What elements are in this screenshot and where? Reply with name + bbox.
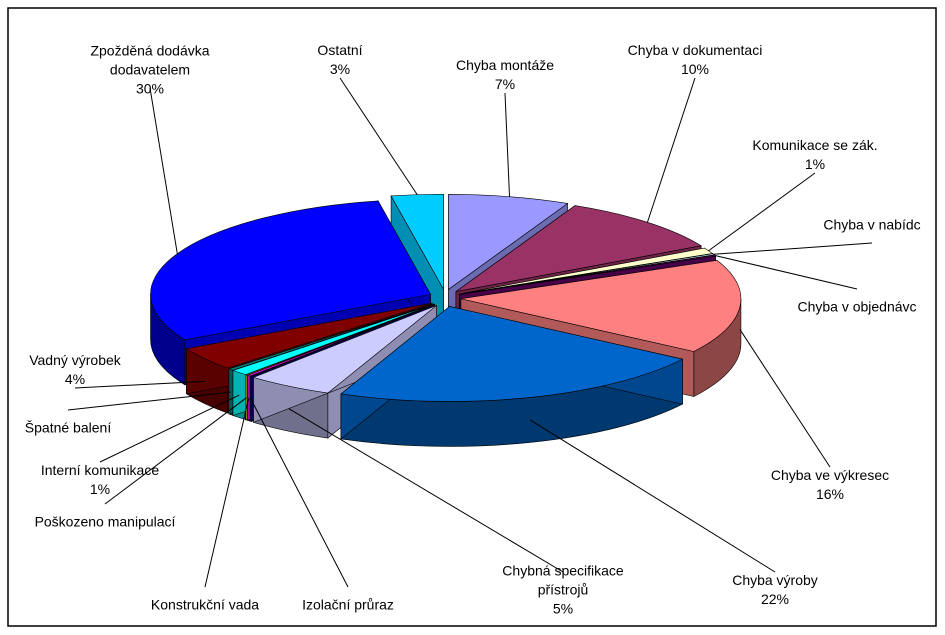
data-label: Zpožděná dodávka dodavatelem 30% (65, 42, 235, 99)
data-label: Chyba ve výkresec 16% (771, 466, 889, 504)
slice (340, 306, 684, 402)
leader-line (708, 172, 816, 252)
slice (185, 302, 433, 369)
leader-line (250, 398, 349, 588)
value-label: 10% (680, 61, 710, 77)
leader-line (74, 380, 206, 389)
category-label: Konstrukční vada (150, 596, 260, 613)
leader-line (204, 398, 250, 588)
leader-line (646, 77, 696, 223)
slice (455, 205, 702, 292)
category-label: Interní komunikace (40, 462, 160, 478)
value-label: 3% (329, 61, 351, 77)
leader-lines (67, 77, 873, 588)
category-label: Vadný výrobek (29, 352, 121, 368)
leader-line (504, 92, 511, 197)
leader-line (714, 254, 858, 290)
slice (448, 194, 569, 290)
slice (245, 304, 435, 376)
value-label: 1% (89, 481, 111, 497)
category-label: Špatné balení (24, 419, 112, 436)
value-label: 22% (760, 591, 790, 607)
leader-line (149, 87, 178, 254)
category-label: Chybná specifikace přístrojů (502, 562, 624, 598)
value-label: 5% (552, 600, 574, 617)
data-label: Chybná specifikace přístrojů 5% (488, 562, 638, 619)
slice-tops (150, 193, 742, 402)
slice (227, 303, 434, 371)
category-label: Chyba v nabídc (823, 216, 921, 233)
leader-line (529, 419, 776, 573)
value-label: 4% (64, 371, 86, 387)
value-label: 16% (815, 486, 845, 502)
slice (150, 200, 431, 341)
category-label: Chyba v objednávc (797, 298, 917, 315)
leader-line (739, 329, 831, 468)
data-label: Ostatní 3% (317, 41, 362, 79)
category-label: Chyba v dokumentaci (627, 42, 763, 58)
leader-line (339, 77, 418, 195)
value-label: 30% (135, 80, 165, 97)
category-label: Komunikace se zák. (752, 137, 878, 153)
data-label: Chyba v nabídc (823, 216, 920, 235)
category-label: Ostatní (317, 42, 363, 58)
value-label: 7% (494, 76, 516, 92)
category-label: Poškozeno manipulací (34, 513, 176, 530)
data-label: Vadný výrobek 4% (29, 351, 121, 389)
data-label: Chyba montáže 7% (456, 56, 554, 94)
leader-line (713, 242, 873, 255)
category-label: Chyba výroby (732, 572, 818, 588)
leader-line (288, 408, 564, 573)
slice (232, 304, 434, 375)
value-label: 1% (804, 156, 826, 172)
data-label: Chyba v objednávc (797, 298, 916, 317)
data-label: Interní komunikace 1% (41, 461, 159, 499)
leader-line (67, 391, 231, 411)
category-label: Chyba ve výkresec (770, 467, 890, 483)
data-label: Konstrukční vada (151, 596, 259, 615)
leader-line (104, 397, 247, 505)
leader-line (99, 394, 240, 463)
slice (252, 305, 437, 394)
slice (390, 193, 444, 291)
category-label: Izolační průraz (302, 596, 394, 613)
data-label: Špatné balení (25, 419, 111, 438)
data-label: Komunikace se zák. 1% (752, 136, 877, 174)
data-label: Chyba výroby 22% (732, 571, 818, 609)
data-label: Chyba v dokumentaci 10% (628, 41, 763, 79)
data-label: Poškozeno manipulací (35, 513, 176, 532)
category-label: Zpožděná dodávka dodavatelem (90, 42, 210, 78)
data-label: Izolační průraz (302, 596, 394, 615)
slice (460, 260, 742, 352)
category-label: Chyba montáže (455, 57, 555, 73)
